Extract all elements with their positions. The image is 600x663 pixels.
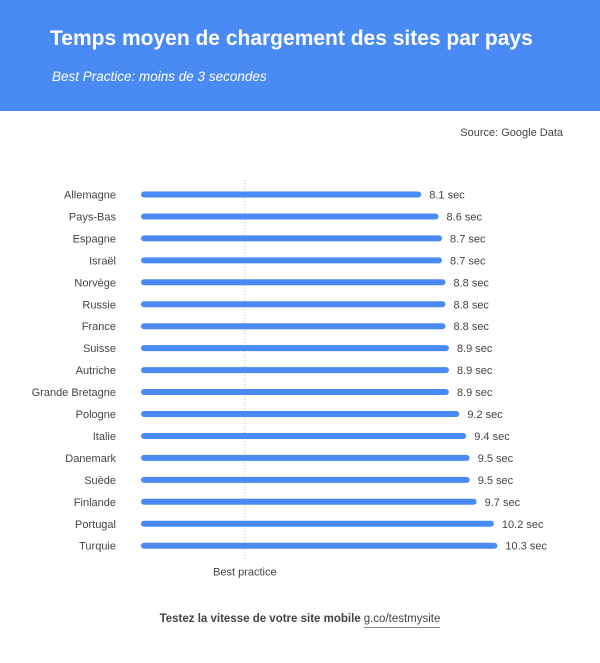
- value-label: 8.9 sec: [457, 387, 493, 399]
- bar: [141, 191, 422, 198]
- value-label: 9.5 sec: [478, 475, 514, 487]
- page-title: Temps moyen de chargement des sites par …: [50, 27, 533, 50]
- header-banner: Temps moyen de chargement des sites par …: [0, 0, 600, 111]
- category-label: Portugal: [75, 519, 116, 531]
- category-label: Allemagne: [64, 190, 116, 202]
- bar: [141, 498, 477, 505]
- bar: [141, 257, 443, 264]
- category-label: Espagne: [73, 233, 116, 245]
- category-label: Italie: [93, 431, 116, 443]
- category-label: Russie: [82, 299, 116, 311]
- category-label: Grande Bretagne: [32, 387, 116, 399]
- bar-chart: Best practice Allemagne 8.1 sec Pays-Bas 8.6…: [32, 180, 547, 579]
- bar: [141, 367, 449, 374]
- category-label: France: [82, 321, 116, 333]
- value-label: 8.9 sec: [457, 365, 493, 377]
- value-label: 8.6 sec: [447, 211, 483, 223]
- category-label: Danemark: [65, 453, 116, 465]
- bar: [141, 476, 470, 483]
- category-label: Pologne: [76, 409, 116, 421]
- value-label: 8.8 sec: [453, 321, 489, 333]
- footer-text: Testez la vitesse de votre site mobile: [159, 613, 361, 625]
- value-label: 10.3 sec: [505, 541, 547, 553]
- footer-link[interactable]: g.co/testmysite: [363, 613, 441, 628]
- footer: Testez la vitesse de votre site mobile g.…: [0, 613, 600, 628]
- source-note: Source: Google Data: [460, 127, 563, 139]
- bar: [141, 213, 439, 220]
- best-practice-label: Best practice: [213, 567, 277, 579]
- value-label: 10.2 sec: [502, 519, 544, 531]
- category-label: Suède: [84, 475, 116, 487]
- bar: [141, 542, 498, 549]
- bar: [141, 389, 449, 396]
- bar: [141, 235, 443, 242]
- value-label: 8.8 sec: [453, 299, 489, 311]
- value-label: 9.2 sec: [467, 409, 503, 421]
- category-label: Israël: [89, 255, 116, 267]
- value-label: 8.1 sec: [429, 190, 465, 202]
- value-label: 8.7 sec: [450, 255, 486, 267]
- bar: [141, 345, 449, 352]
- value-label: 8.7 sec: [450, 233, 486, 245]
- bar: [141, 454, 470, 461]
- value-label: 9.4 sec: [474, 431, 510, 443]
- category-label: Finlande: [74, 497, 116, 509]
- value-label: 9.7 sec: [485, 497, 521, 509]
- page-subtitle: Best Practice: moins de 3 secondes: [52, 69, 267, 84]
- category-label: Suisse: [83, 343, 116, 355]
- category-label: Pays-Bas: [69, 211, 117, 223]
- bar: [141, 323, 446, 330]
- value-label: 8.8 sec: [453, 277, 489, 289]
- bar: [141, 411, 460, 417]
- bar: [141, 432, 467, 439]
- category-label: Autriche: [76, 365, 116, 377]
- value-label: 9.5 sec: [478, 453, 514, 465]
- bar: [141, 301, 446, 308]
- value-label: 8.9 sec: [457, 343, 493, 355]
- bar: [141, 279, 446, 286]
- category-label: Turquie: [79, 541, 116, 553]
- bar: [141, 520, 494, 527]
- category-label: Norvège: [74, 277, 116, 289]
